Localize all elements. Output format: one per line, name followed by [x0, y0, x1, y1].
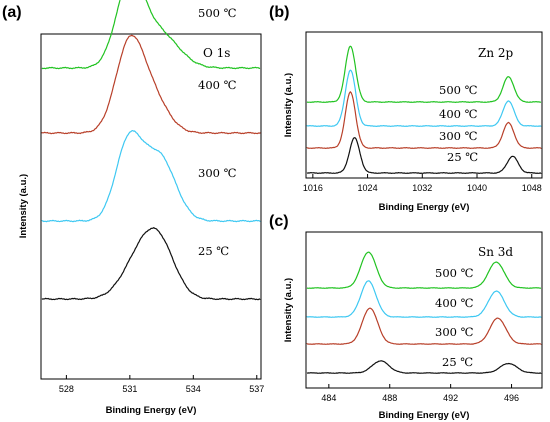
series-line	[306, 45, 542, 103]
panel-c-sn3d: (c) Sn 3d Binding Energy (eV) Intensity …	[269, 213, 543, 421]
series-line	[41, 130, 261, 223]
x-tick-label: 1048	[522, 183, 542, 193]
series-line	[41, 0, 261, 70]
panel-c-title: Sn 3d	[478, 245, 513, 259]
panel-a-frame	[40, 33, 262, 380]
series-label: 400 ℃	[198, 78, 237, 92]
series-line	[41, 34, 261, 135]
panel-b-plot: 1016 1024 1032 1040 1048 500 ℃ 400 ℃ 300 ℃ 25 ℃	[303, 45, 542, 193]
x-tick-label: 534	[186, 384, 201, 394]
panel-a-o1s: (a) O 1s Binding Energy (eV) Intensity (…	[2, 0, 264, 416]
x-tick-label: 528	[59, 384, 74, 394]
panel-b-letter: (b)	[269, 4, 289, 21]
panel-a-xlabel: Binding Energy (eV)	[106, 405, 197, 416]
panel-a-letter: (a)	[2, 4, 22, 21]
x-tick-label: 531	[122, 384, 137, 394]
series-line	[306, 137, 542, 174]
series-line	[41, 227, 261, 301]
panel-b-zn2p: (b) Zn 2p Binding Energy (eV) Intensity …	[269, 4, 543, 213]
series-line	[306, 280, 542, 318]
panel-b-ylabel: Intensity (a.u.)	[283, 73, 294, 137]
panel-c-plot: 484 488 492 496 500 ℃ 400 ℃ 300 ℃ 25 ℃	[306, 251, 542, 403]
series-line	[306, 360, 542, 374]
series-label: 500 ℃	[439, 83, 478, 97]
x-tick-label: 537	[249, 384, 264, 394]
series-label: 25 ℃	[198, 244, 229, 258]
panel-a-title: O 1s	[203, 46, 230, 60]
panel-b-frame	[305, 31, 543, 179]
series-label: 25 ℃	[442, 355, 473, 369]
panel-c-letter: (c)	[269, 213, 289, 230]
panel-b-xlabel: Binding Energy (eV)	[379, 202, 470, 213]
series-line	[306, 91, 542, 149]
panel-c-frame	[305, 231, 543, 389]
series-label: 500 ℃	[198, 6, 237, 20]
series-label: 400 ℃	[435, 296, 474, 310]
series-label: 300 ℃	[435, 325, 474, 339]
x-tick-label: 484	[321, 393, 336, 403]
series-label: 300 ℃	[439, 129, 478, 143]
panel-c-xlabel: Binding Energy (eV)	[379, 410, 470, 421]
series-label: 500 ℃	[435, 266, 474, 280]
panel-c-ylabel: Intensity (a.u.)	[283, 278, 294, 342]
series-line	[306, 69, 542, 127]
x-tick-label: 1024	[358, 183, 378, 193]
series-line	[306, 307, 542, 345]
panel-a-ylabel: Intensity (a.u.)	[18, 174, 29, 238]
x-tick-label: 1016	[303, 183, 323, 193]
x-tick-label: 492	[443, 393, 458, 403]
x-tick-label: 1040	[467, 183, 487, 193]
panel-b-title: Zn 2p	[478, 46, 514, 60]
x-tick-label: 496	[504, 393, 519, 403]
series-line	[306, 251, 542, 289]
series-label: 300 ℃	[198, 166, 237, 180]
x-tick-label: 1032	[412, 183, 432, 193]
series-label: 400 ℃	[439, 107, 478, 121]
series-label: 25 ℃	[447, 150, 478, 164]
x-tick-label: 488	[382, 393, 397, 403]
panel-a-plot: 528 531 534 537 500 ℃ 400 ℃ 300 ℃ 25 ℃	[41, 0, 264, 394]
